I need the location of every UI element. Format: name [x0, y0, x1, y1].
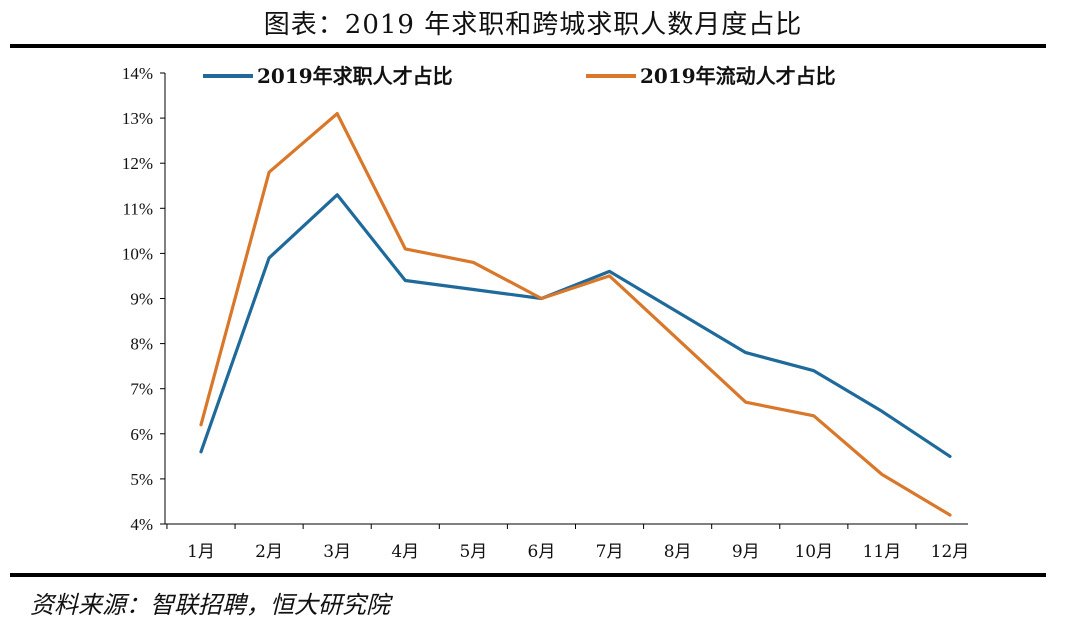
x-tick-label: 3月 — [323, 542, 351, 562]
series-line-2 — [199, 111, 952, 517]
source-note: 资料来源：智联招聘，恒大研究院 — [30, 591, 390, 619]
x-tick-label: 7月 — [596, 542, 624, 562]
x-tick-label: 12月 — [931, 542, 970, 562]
x-tick-label: 10月 — [794, 542, 833, 562]
legend-label-2: 2019年流动人才占比 — [640, 64, 836, 88]
x-tick-label: 2月 — [255, 542, 283, 562]
title-rule — [10, 44, 1046, 48]
x-tick-label: 1月 — [187, 542, 215, 562]
y-tick-label: 5% — [130, 470, 153, 489]
x-tick-label: 9月 — [732, 542, 760, 562]
x-tick-label: 11月 — [863, 542, 902, 562]
x-tick-label: 5月 — [459, 542, 487, 562]
y-tick-label: 11% — [122, 199, 153, 218]
y-tick-label: 14% — [122, 64, 153, 83]
y-tick-label: 13% — [122, 109, 153, 128]
x-tick-label: 4月 — [391, 542, 419, 562]
legend-label-1: 2019年求职人才占比 — [257, 64, 453, 88]
y-tick-label: 7% — [130, 380, 153, 399]
chart-title: 图表：2019 年求职和跨城求职人数月度占比 — [263, 10, 803, 40]
footer-rule — [10, 573, 1046, 577]
y-tick-label: 10% — [122, 244, 153, 263]
y-tick-label: 9% — [130, 290, 153, 309]
series-line-1 — [199, 193, 952, 458]
y-tick-label: 6% — [130, 425, 153, 444]
x-tick-label: 8月 — [664, 542, 692, 562]
x-tick-label: 6月 — [528, 542, 556, 562]
y-tick-label: 12% — [122, 154, 153, 173]
y-tick-label: 4% — [130, 515, 153, 534]
y-tick-label: 8% — [130, 335, 153, 354]
